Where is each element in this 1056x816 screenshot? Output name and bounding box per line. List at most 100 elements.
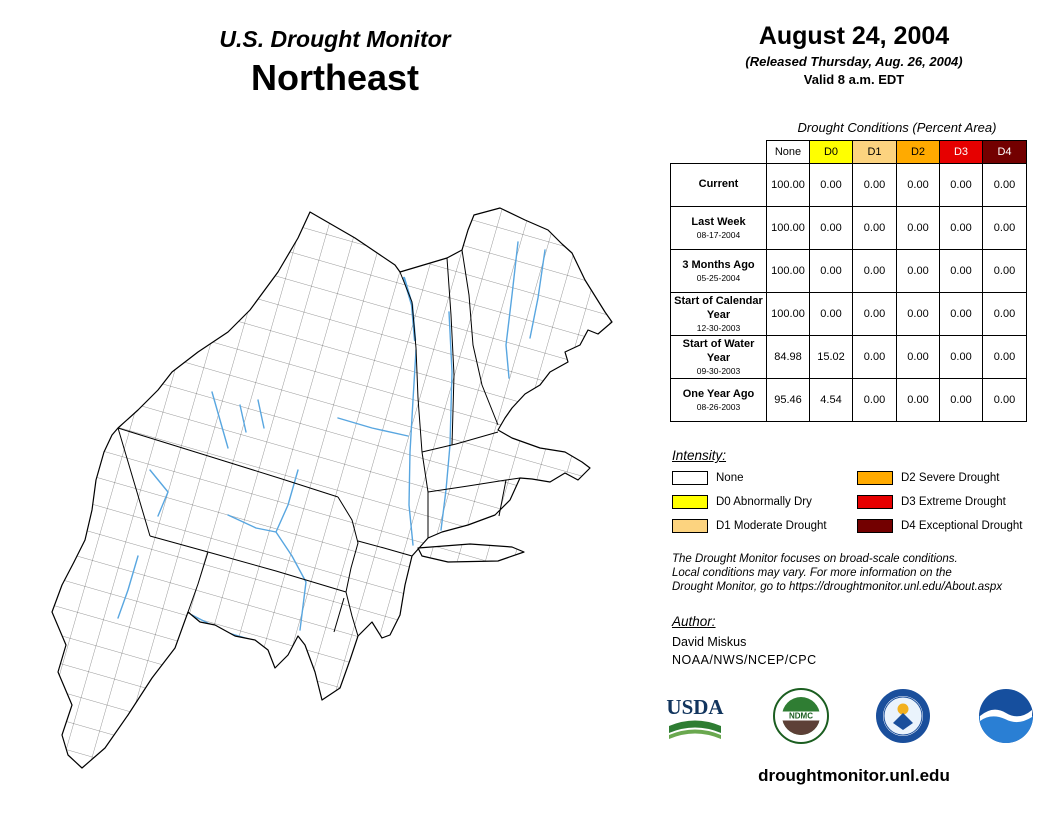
usda-logo: USDA <box>664 688 726 749</box>
region-title: Northeast <box>250 57 420 98</box>
legend-item-d2: D2 Severe Drought <box>857 471 1044 485</box>
col-header-d4: D4 <box>982 140 1027 164</box>
table-row-one-year-ago: One Year Ago 08-26-2003 95.46 4.54 0.00 0… <box>670 378 1027 422</box>
legend-item-none: None <box>672 471 857 485</box>
cell: 0.00 <box>852 163 897 207</box>
cell: 0.00 <box>852 335 897 379</box>
usda-logo-text: USDA <box>666 695 724 719</box>
col-header-d3: D3 <box>939 140 983 164</box>
cell: 0.00 <box>896 292 940 336</box>
cell: 0.00 <box>852 249 897 293</box>
col-header-none: None <box>766 140 810 164</box>
intensity-legend: Intensity: None D0 Abnormally Dry D1 Mod… <box>672 448 1044 533</box>
cell: 0.00 <box>982 335 1027 379</box>
cell: 0.00 <box>896 378 940 422</box>
cell: 100.00 <box>766 163 810 207</box>
legend-label: D0 Abnormally Dry <box>716 496 812 508</box>
legend-swatch-d0 <box>672 495 708 509</box>
map-header: U.S. Drought Monitor Northeast <box>110 26 560 99</box>
cell: 100.00 <box>766 206 810 250</box>
disclaimer-line-1: The Drought Monitor focuses on broad-sca… <box>672 553 958 565</box>
cell: 0.00 <box>939 335 983 379</box>
row-label: Current <box>698 177 739 190</box>
row-label: Start of Calendar Year <box>674 295 763 321</box>
row-date: 08-26-2003 <box>696 402 741 413</box>
col-header-d0: D0 <box>809 140 853 164</box>
row-label: One Year Ago <box>682 387 755 400</box>
cell: 15.02 <box>809 335 853 379</box>
row-date: 12-30-2003 <box>696 322 741 333</box>
drought-conditions-table: None D0 D1 D2 D3 D4 Current 100.00 0.00 … <box>670 140 1027 422</box>
cell: 100.00 <box>766 249 810 293</box>
legend-swatch-none <box>672 471 708 485</box>
legend-swatch-d3 <box>857 495 893 509</box>
cell: 100.00 <box>766 292 810 336</box>
table-title: Drought Conditions (Percent Area) <box>797 120 997 135</box>
table-row-3-months-ago: 3 Months Ago 05-25-2004 100.00 0.00 0.00 … <box>670 249 1027 293</box>
cell: 0.00 <box>939 206 983 250</box>
cell: 0.00 <box>896 249 940 293</box>
legend-label: D4 Exceptional Drought <box>901 520 1023 532</box>
row-label: Start of Water Year <box>682 338 755 364</box>
cell: 0.00 <box>939 249 983 293</box>
doc-seal-logo <box>875 688 931 749</box>
legend-item-d3: D3 Extreme Drought <box>857 495 1044 509</box>
legend-item-d1: D1 Moderate Drought <box>672 519 857 533</box>
author-name: David Miskus <box>672 635 747 649</box>
legend-label: None <box>716 472 744 484</box>
disclaimer-text: The Drought Monitor focuses on broad-sca… <box>672 552 1056 594</box>
legend-item-d0: D0 Abnormally Dry <box>672 495 857 509</box>
cell: 0.00 <box>939 163 983 207</box>
legend-label: D2 Severe Drought <box>901 472 1000 484</box>
col-header-d2: D2 <box>896 140 940 164</box>
legend-label: D3 Extreme Drought <box>901 496 1006 508</box>
col-header-d1: D1 <box>852 140 897 164</box>
legend-swatch-d2 <box>857 471 893 485</box>
disclaimer-line-3: Drought Monitor, go to https://droughtmo… <box>672 581 1003 594</box>
author-org: NOAA/NWS/NCEP/CPC <box>672 653 817 667</box>
cell: 0.00 <box>982 249 1027 293</box>
disclaimer-line-2: Local conditions may vary. For more info… <box>672 567 952 580</box>
release-date: (Released Thursday, Aug. 26, 2004) <box>745 54 963 69</box>
cell: 0.00 <box>852 206 897 250</box>
row-label: 3 Months Ago <box>682 258 755 271</box>
row-date: 08-17-2004 <box>696 230 741 241</box>
coastline <box>51 207 613 769</box>
cell: 84.98 <box>766 335 810 379</box>
cell: 0.00 <box>809 249 853 293</box>
drought-conditions-block: Drought Conditions (Percent Area) None D… <box>670 120 1028 422</box>
product-title: U.S. Drought Monitor <box>219 26 451 52</box>
cell: 95.46 <box>766 378 810 422</box>
cell: 4.54 <box>809 378 853 422</box>
table-row-start-calendar-year: Start of Calendar Year 12-30-2003 100.00 … <box>670 292 1027 336</box>
valid-time: Valid 8 a.m. EDT <box>803 72 905 87</box>
table-row-current: Current 100.00 0.00 0.00 0.00 0.00 0.00 <box>670 163 1027 207</box>
noaa-logo <box>978 688 1034 749</box>
ndmc-logo: NDMC <box>772 688 829 749</box>
cell: 0.00 <box>896 163 940 207</box>
rivers <box>117 241 546 641</box>
cell: 0.00 <box>809 206 853 250</box>
cell: 0.00 <box>896 206 940 250</box>
row-label: Last Week <box>691 215 746 228</box>
cell: 0.00 <box>809 292 853 336</box>
cell: 0.00 <box>982 163 1027 207</box>
state-borders <box>117 249 521 637</box>
cell: 0.00 <box>982 206 1027 250</box>
legend-swatch-d1 <box>672 519 708 533</box>
date-header: August 24, 2004 (Released Thursday, Aug.… <box>660 22 1048 87</box>
table-header-row: None D0 D1 D2 D3 D4 <box>671 140 1027 164</box>
cell: 0.00 <box>982 378 1027 422</box>
table-corner-cell <box>671 141 767 164</box>
map-panel <box>15 135 660 810</box>
cell: 0.00 <box>896 335 940 379</box>
legend-title: Intensity: <box>672 448 727 463</box>
cell: 0.00 <box>982 292 1027 336</box>
cell: 0.00 <box>852 292 897 336</box>
footer-url: droughtmonitor.unl.edu <box>758 766 950 785</box>
county-lines <box>52 208 612 768</box>
ndmc-logo-text: NDMC <box>789 712 813 721</box>
cell: 0.00 <box>939 292 983 336</box>
cell: 0.00 <box>939 378 983 422</box>
map-date: August 24, 2004 <box>758 22 950 50</box>
